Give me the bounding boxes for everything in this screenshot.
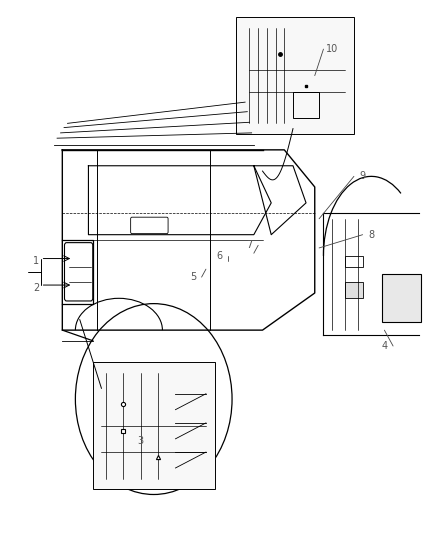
FancyBboxPatch shape <box>237 17 354 134</box>
FancyBboxPatch shape <box>382 274 421 322</box>
Bar <box>293 92 319 118</box>
Text: 6: 6 <box>216 251 222 261</box>
Text: 4: 4 <box>381 341 388 351</box>
Text: 3: 3 <box>138 437 144 447</box>
Text: 7: 7 <box>246 240 253 251</box>
Bar <box>345 282 363 298</box>
FancyBboxPatch shape <box>93 362 215 489</box>
Text: 2: 2 <box>33 282 39 293</box>
Text: 10: 10 <box>326 44 338 54</box>
Bar <box>345 256 363 266</box>
Text: 5: 5 <box>190 272 196 282</box>
Text: 1: 1 <box>33 256 39 266</box>
Text: 8: 8 <box>368 230 374 240</box>
Text: 9: 9 <box>360 172 366 181</box>
